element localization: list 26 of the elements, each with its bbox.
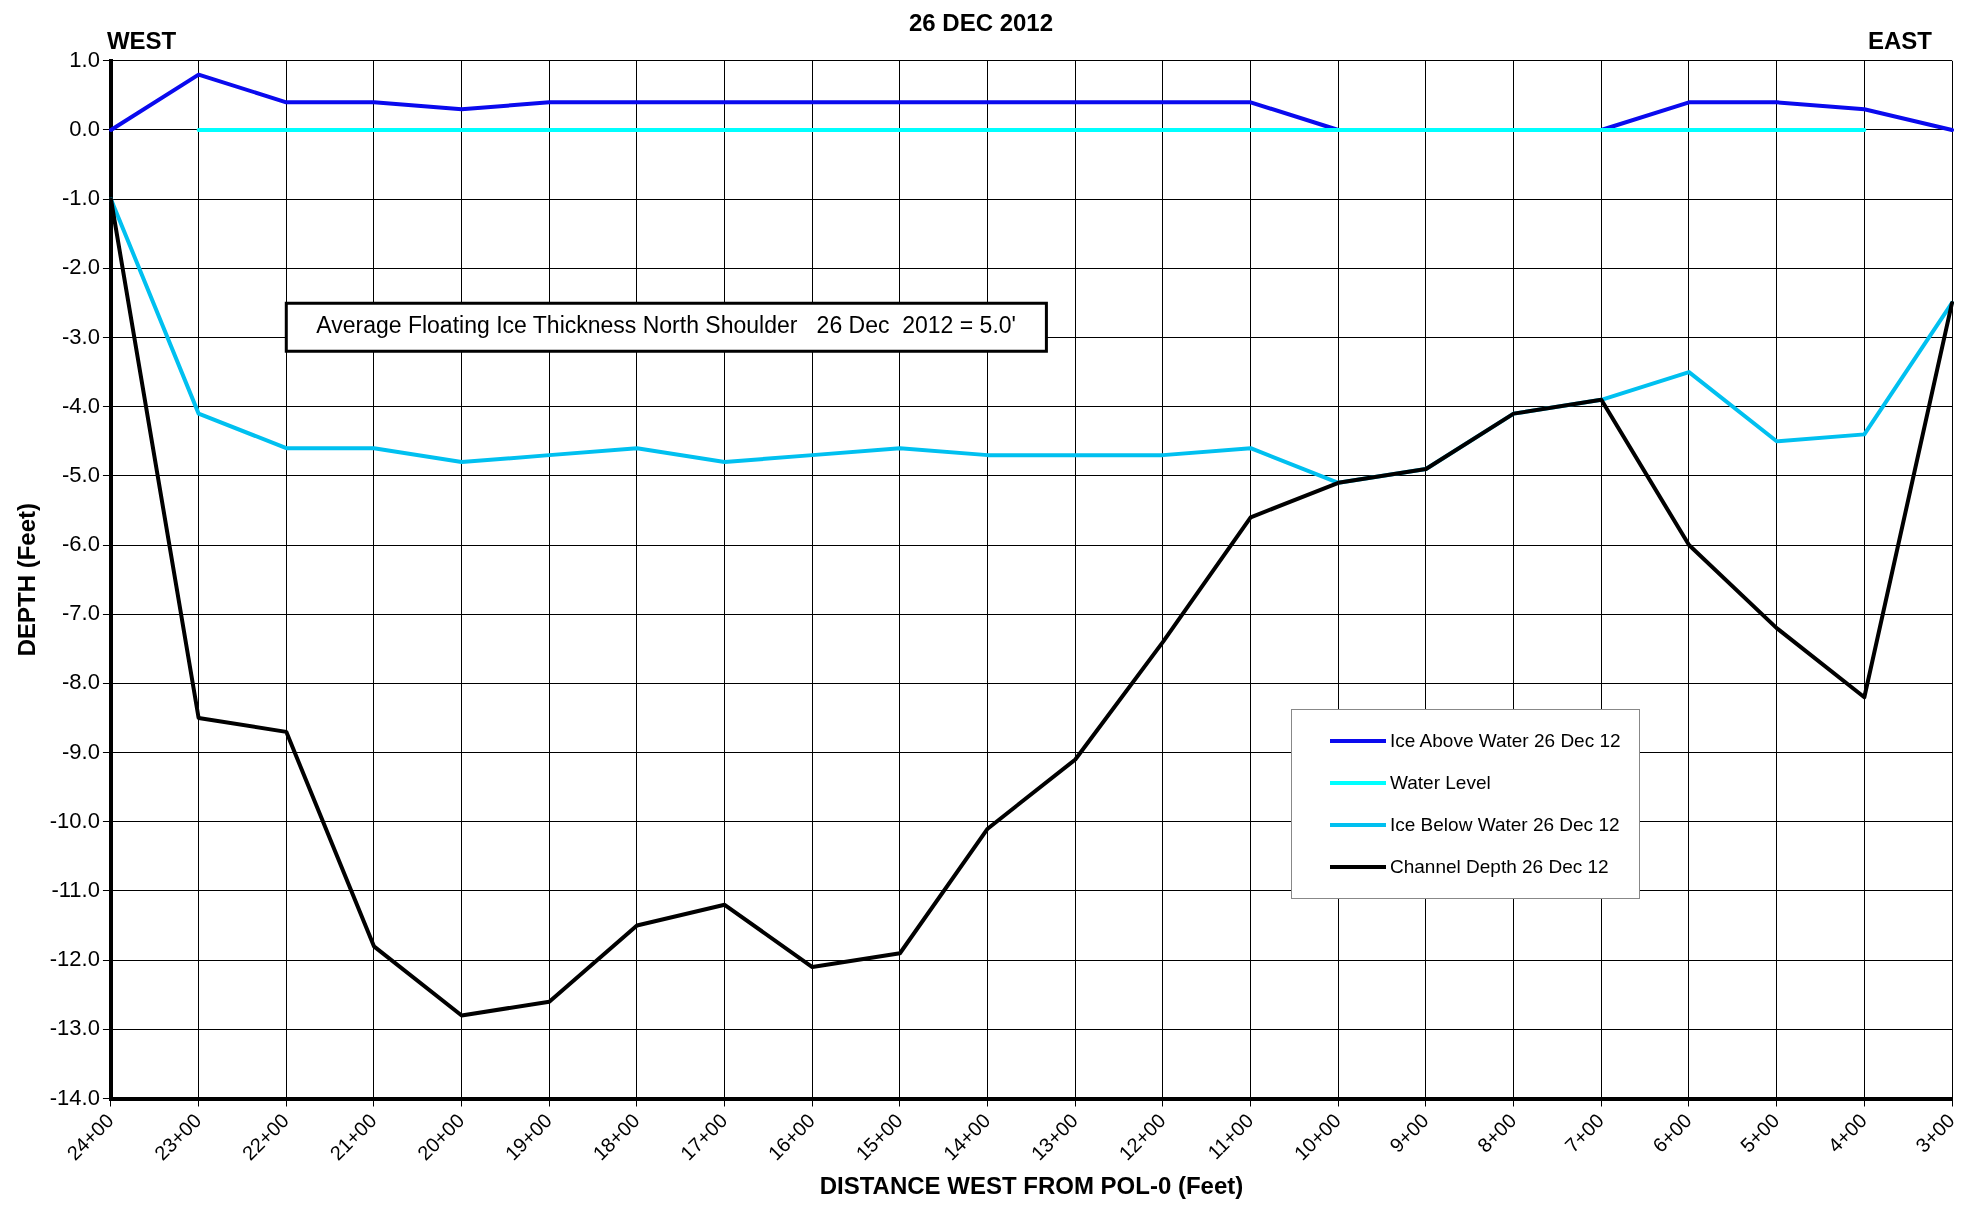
y-tick-label: -3.0 <box>62 323 100 349</box>
y-tick-label: -8.0 <box>62 669 100 695</box>
y-tick-label: -12.0 <box>49 946 100 972</box>
y-tick-label: -2.0 <box>62 254 100 280</box>
y-tick-label: -14.0 <box>49 1084 100 1110</box>
y-tick-label: 0.0 <box>69 116 100 142</box>
y-tick-label: -6.0 <box>62 531 100 557</box>
y-tick-label: 1.0 <box>69 46 100 72</box>
text: EAST <box>1867 27 1933 55</box>
legend-label: Ice Above Water 26 Dec 12 <box>1390 729 1621 752</box>
y-tick-label: -11.0 <box>51 877 100 903</box>
y-tick-label: -7.0 <box>62 600 100 626</box>
legend-label: Channel Depth 26 Dec 12 <box>1390 855 1609 878</box>
legend-label: Ice Below Water 26 Dec 12 <box>1390 813 1620 836</box>
chart-title: 26 DEC 2012 <box>908 9 1054 37</box>
y-tick-label: -10.0 <box>49 807 100 833</box>
y-tick-label: -9.0 <box>62 738 100 764</box>
y-tick-label: -5.0 <box>62 461 100 487</box>
y-tick-label: -4.0 <box>62 392 100 418</box>
y-axis-title: DEPTH (Feet) <box>13 502 41 657</box>
y-tick-label: -1.0 <box>62 185 100 211</box>
x-axis-title: DISTANCE WEST FROM POL-0 (Feet) <box>819 1172 1244 1200</box>
annotation: Average Floating Ice Thickness North Shoulder 26 Dec 2012 = 5.0' <box>316 312 1016 339</box>
y-tick-label: -13.0 <box>49 1015 100 1041</box>
legend-label: Water Level <box>1390 771 1491 794</box>
text: WEST <box>106 27 177 55</box>
